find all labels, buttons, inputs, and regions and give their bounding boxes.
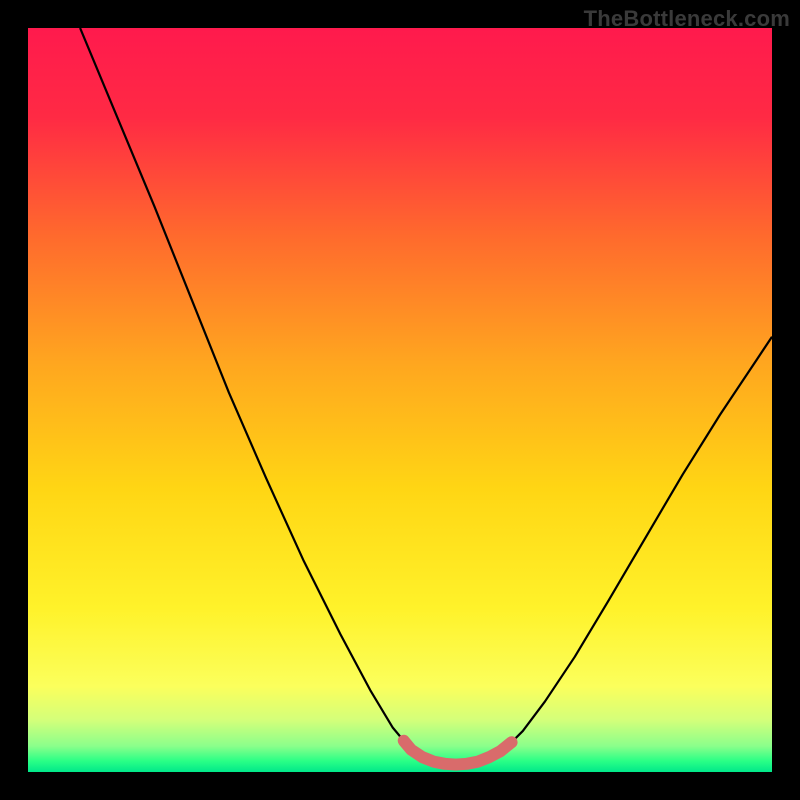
chart-container: TheBottleneck.com [0,0,800,800]
watermark-label: TheBottleneck.com [584,6,790,32]
bottleneck-chart [0,0,800,800]
chart-background [28,28,772,772]
